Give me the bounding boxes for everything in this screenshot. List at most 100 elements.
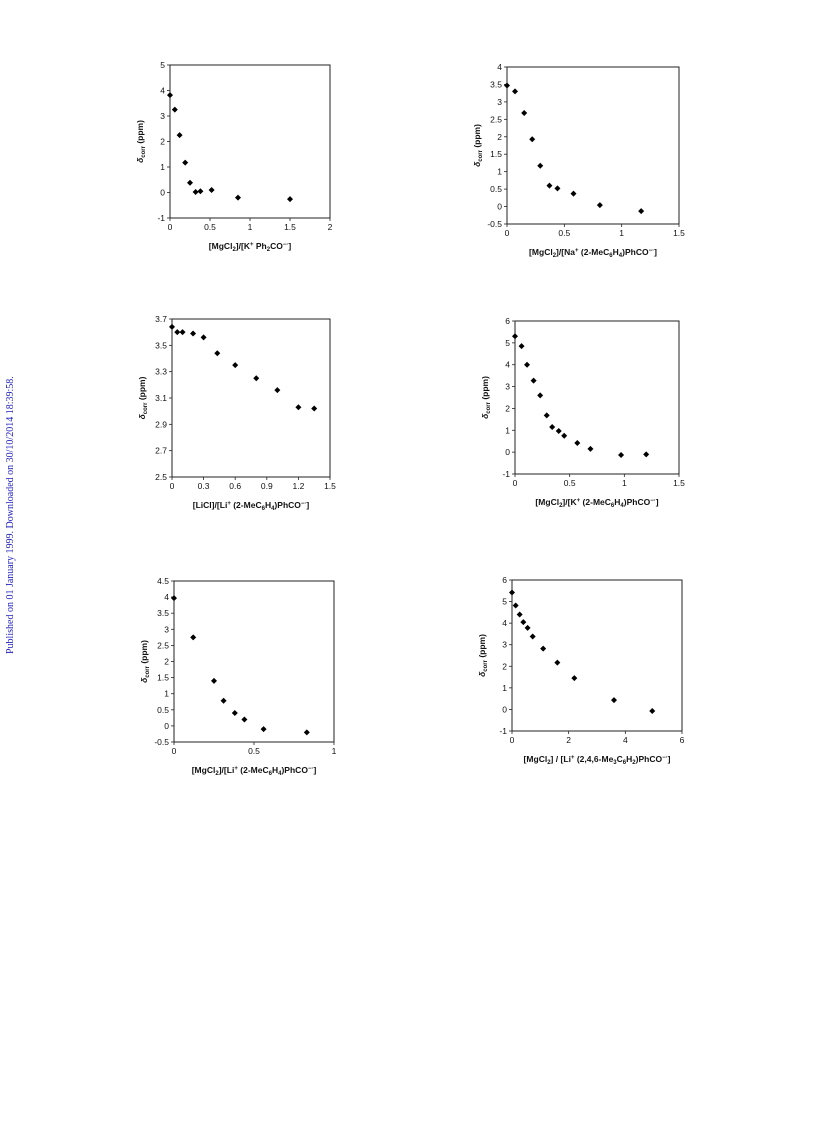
- x-tick-label: 0: [170, 481, 175, 491]
- data-point: [537, 162, 544, 169]
- y-tick-label: 3: [502, 640, 507, 650]
- data-point: [295, 404, 302, 411]
- y-axis-label: δcorr (ppm): [137, 376, 149, 419]
- y-axis-label: δcorr (ppm): [472, 124, 484, 167]
- y-tick-label: 3: [497, 97, 502, 107]
- y-tick-label: 6: [502, 575, 507, 585]
- y-axis-label: δcorr (ppm): [135, 120, 147, 163]
- data-point: [529, 136, 536, 143]
- plot-frame: [171, 318, 331, 478]
- x-tick-label: 0: [505, 228, 510, 238]
- y-tick-label: 4.5: [157, 576, 169, 586]
- y-tick-label: 0: [160, 188, 165, 198]
- x-tick-label: 2: [328, 222, 333, 232]
- x-tick-label: 1: [248, 222, 253, 232]
- data-point: [176, 132, 183, 139]
- data-point: [303, 729, 310, 736]
- y-tick-label: 4: [160, 86, 165, 96]
- x-tick-label: 1.5: [673, 228, 685, 238]
- y-tick-label: 4: [505, 360, 510, 370]
- data-point: [540, 645, 547, 652]
- x-tick-label: 0.9: [261, 481, 273, 491]
- data-point: [214, 350, 221, 357]
- data-point: [287, 196, 293, 203]
- data-point: [208, 186, 215, 193]
- y-tick-label: -0.5: [154, 737, 169, 747]
- y-tick-label: 0.5: [490, 184, 502, 194]
- x-axis-label: [MgCl2​]/[Li+​ (2-MeC6​H4​)PhCO−​·​]: [192, 765, 317, 777]
- x-tick-label: 0.5: [564, 478, 576, 488]
- data-point: [574, 439, 581, 446]
- x-axis-label: [LiCl]/[Li+​ (2-MeC6​H4​)PhCO−​·​]: [193, 500, 310, 512]
- data-point: [174, 329, 181, 336]
- data-point: [643, 451, 650, 458]
- y-axis-label: δcorr (ppm): [139, 640, 151, 683]
- data-point: [200, 334, 207, 341]
- data-point: [311, 405, 318, 412]
- y-tick-label: 3.5: [157, 608, 169, 618]
- y-tick-label: -1: [157, 213, 165, 223]
- data-point: [179, 329, 186, 336]
- y-tick-label: 0: [497, 202, 502, 212]
- data-point: [253, 375, 260, 382]
- x-axis-label: [MgCl2​]/[K+​ Ph2​CO−​·​]: [209, 241, 292, 253]
- x-tick-label: 0.5: [204, 222, 216, 232]
- data-point: [190, 634, 197, 641]
- data-point: [549, 424, 556, 431]
- x-tick-label: 6: [680, 735, 685, 745]
- x-tick-label: 2: [566, 735, 571, 745]
- y-tick-label: 1: [497, 167, 502, 177]
- data-point: [274, 387, 281, 394]
- plot-frame: [173, 580, 335, 743]
- data-point: [521, 110, 528, 117]
- data-point: [537, 392, 544, 399]
- data-point: [571, 675, 578, 682]
- data-point: [182, 159, 189, 166]
- data-point: [570, 190, 577, 197]
- x-tick-label: 1: [622, 478, 627, 488]
- data-point: [169, 323, 175, 330]
- data-point: [524, 624, 531, 631]
- data-point: [638, 208, 645, 215]
- data-point: [546, 182, 553, 189]
- data-point: [555, 427, 562, 434]
- data-point: [241, 716, 248, 723]
- data-point: [232, 362, 239, 369]
- y-tick-label: 3.3: [155, 367, 167, 377]
- data-point: [529, 633, 536, 640]
- y-tick-label: -1: [502, 469, 510, 479]
- x-tick-label: 0.6: [229, 481, 241, 491]
- y-tick-label: -1: [499, 726, 507, 736]
- x-tick-label: 1.2: [292, 481, 304, 491]
- y-tick-label: 2: [502, 661, 507, 671]
- y-tick-label: 1: [505, 425, 510, 435]
- y-tick-label: 0: [505, 447, 510, 457]
- data-point: [649, 707, 656, 714]
- data-point: [509, 589, 515, 596]
- chart-3-licl-li: 0 0.3 0.6 0.9 1.2 1.5 2.5 2.7 2.9 3.1 3.3 3.5 3.7 [Li…: [137, 314, 336, 512]
- y-tick-label: 5: [505, 338, 510, 348]
- data-point: [190, 330, 197, 337]
- x-tick-label: 0.5: [248, 746, 260, 756]
- chart-2-na-2-metolyl: 00.511.5-0.500.511.522.533.54[MgCl2​]/[N…: [472, 62, 685, 259]
- y-tick-label: 2.5: [155, 472, 167, 482]
- data-point: [167, 92, 173, 99]
- data-point: [504, 82, 510, 89]
- data-point: [611, 697, 617, 704]
- y-tick-label: 3.5: [490, 79, 502, 89]
- y-tick-label: 0.5: [157, 705, 169, 715]
- x-tick-label: 1.5: [324, 481, 336, 491]
- data-point: [543, 412, 550, 419]
- y-tick-label: 1.5: [157, 673, 169, 683]
- y-tick-label: 3: [160, 111, 165, 121]
- x-tick-label: 0: [168, 222, 173, 232]
- data-point: [171, 595, 177, 602]
- data-point: [220, 697, 227, 704]
- y-tick-label: 5: [502, 597, 507, 607]
- data-point: [197, 188, 204, 195]
- plot-frame: [514, 320, 680, 475]
- x-axis-label: [MgCl2​]/[Na+​ (2-MeC6​H4​)PhCO−​·​]: [529, 247, 657, 259]
